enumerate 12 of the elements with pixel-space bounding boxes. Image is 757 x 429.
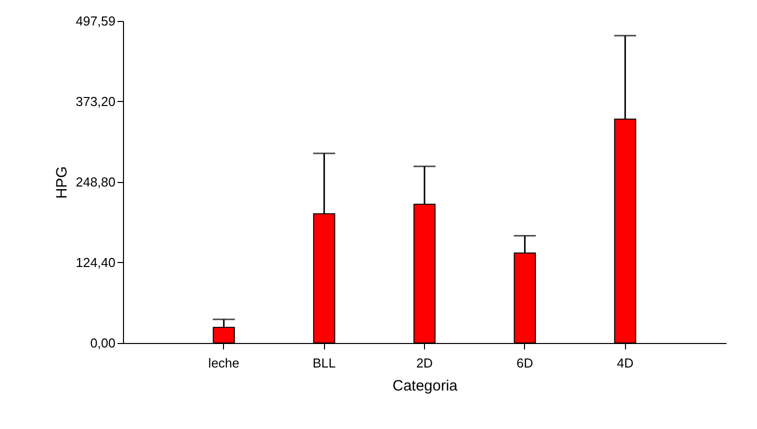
x-tick-label: BLL — [312, 356, 336, 370]
y-tick-label: 0,00 — [90, 336, 116, 350]
y-tick-label: 124,40 — [76, 255, 116, 270]
y-tick-label: 497,59 — [76, 14, 116, 28]
y-tick-label: 373,20 — [76, 94, 116, 109]
y-tick-label: 248,80 — [76, 174, 116, 190]
x-tick-label: 6D — [516, 356, 534, 370]
y-axis-title: HPG — [54, 166, 71, 199]
x-tick-label: 4D — [616, 356, 634, 370]
x-tick-label: 2D — [416, 356, 433, 370]
x-axis-title: Categoria — [392, 378, 458, 394]
x-tick-label: leche — [208, 356, 240, 370]
